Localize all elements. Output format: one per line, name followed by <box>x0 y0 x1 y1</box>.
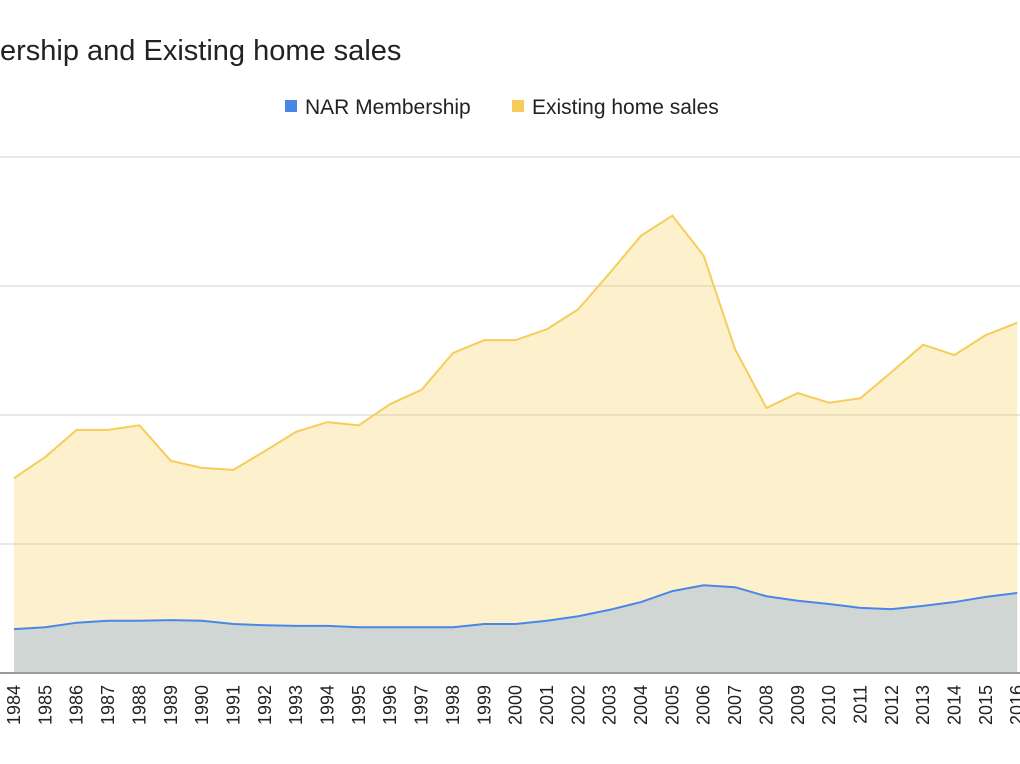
x-tick-label: 1987 <box>98 685 118 725</box>
line <box>13 584 1018 631</box>
x-tick-label: 2005 <box>662 685 682 725</box>
x-tick-label: 2000 <box>506 685 526 725</box>
x-tick-label: 2010 <box>819 685 839 725</box>
x-tick-label: 2002 <box>568 685 588 725</box>
x-tick-label: 2013 <box>913 685 933 725</box>
x-tick-label: 2015 <box>976 685 996 725</box>
x-tick-label: 1986 <box>67 685 87 725</box>
x-tick-label: 2006 <box>694 685 714 725</box>
x-tick-label: 1991 <box>223 685 243 725</box>
x-tick-label: 1992 <box>255 685 275 725</box>
x-tick-label: 1990 <box>192 685 212 725</box>
x-tick-label: 1997 <box>412 685 432 725</box>
x-tick-label: 1998 <box>443 685 463 725</box>
x-tick-label: 2008 <box>756 685 776 725</box>
x-tick-label: 2011 <box>850 685 870 724</box>
x-tick-label: 1988 <box>129 685 149 725</box>
x-tick-label: 2007 <box>725 685 745 725</box>
x-tick-label: 2001 <box>537 685 557 725</box>
x-tick-label: 1985 <box>35 685 55 725</box>
x-tick-label: 1993 <box>286 685 306 725</box>
chart-title: ership and Existing home sales <box>0 35 401 67</box>
x-tick-label: 2016 <box>1007 685 1020 725</box>
x-tick-label: 2009 <box>788 685 808 725</box>
x-tick-label: 1984 <box>4 685 24 725</box>
x-tick-label: 1989 <box>161 685 181 725</box>
x-tick-label: 1994 <box>318 685 338 725</box>
legend-swatch <box>512 100 524 112</box>
legend-label: NAR Membership <box>305 96 471 119</box>
x-tick-label: 1996 <box>380 685 400 725</box>
x-tick-label: 2003 <box>600 685 620 725</box>
x-tick-label: 1999 <box>474 685 494 725</box>
x-tick-label: 2012 <box>882 685 902 725</box>
area <box>14 215 1018 673</box>
legend-label: Existing home sales <box>532 96 719 119</box>
line <box>13 214 1018 480</box>
x-tick-label: 1995 <box>349 685 369 725</box>
x-tick-label: 2004 <box>631 685 651 725</box>
legend-swatch <box>285 100 297 112</box>
area <box>14 585 1018 673</box>
x-tick-label: 2014 <box>945 685 965 725</box>
